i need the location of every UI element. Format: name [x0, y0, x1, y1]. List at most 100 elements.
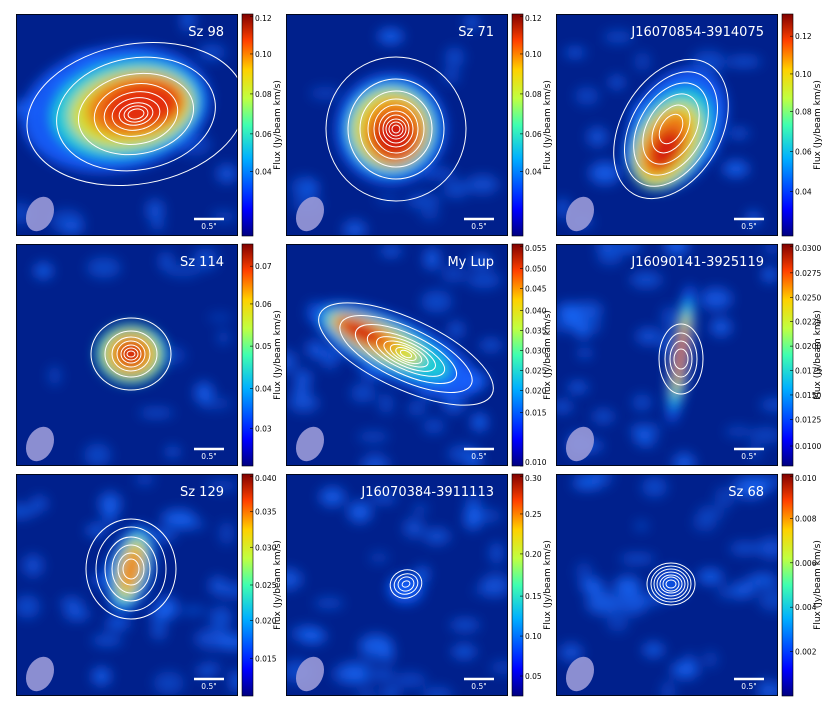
colorbar-tick-label: 0.04: [795, 188, 812, 197]
continuum-contours: [658, 323, 704, 395]
map-panel: 0.5" My Lup 0.055 0.050 0.045 0.040 0.035 0.030…: [286, 243, 557, 467]
colorbar-tick-label: 0.12: [795, 32, 812, 41]
line-emission: [106, 525, 156, 613]
colorbar-tick-label: 0.025: [525, 367, 547, 376]
colorbar-tick-label: 0.004: [795, 603, 817, 612]
colorbar-tick-label: 0.06: [255, 300, 272, 309]
colorbar-tick-label: 0.030: [255, 543, 277, 552]
colorbar-tick-label: 0.05: [525, 672, 542, 681]
continuum-contours: [26, 41, 238, 187]
colorbar-tick-label: 0.06: [255, 130, 272, 139]
colorbar-label: Flux (Jy/beam km/s): [273, 540, 283, 630]
beam-ellipse: [25, 196, 55, 232]
colorbar-tick-label: 0.03: [255, 424, 272, 433]
colorbar-tick-label: 0.040: [525, 307, 547, 316]
colorbar: [781, 243, 794, 467]
colorbar: [511, 243, 524, 467]
colorbar-label: Flux (Jy/beam km/s): [813, 310, 823, 400]
colorbar-tick-label: 0.08: [795, 108, 812, 117]
colorbar-tick-label: 0.0275: [795, 269, 821, 278]
colorbar: [511, 13, 524, 237]
colorbar: [781, 13, 794, 237]
colorbar-tick-label: 0.06: [795, 148, 812, 157]
colorbar-tick-label: 0.10: [795, 70, 812, 79]
colorbar-tick-label: 0.0250: [795, 293, 821, 302]
continuum-contours: [646, 562, 696, 606]
map-figure: 0.5" J16070384-3911113 0.30 0.25 0.20 0.15 0.1…: [286, 473, 553, 697]
colorbar-label: Flux (Jy/beam km/s): [273, 80, 283, 170]
scale-bar-label: 0.5": [741, 452, 756, 461]
map-figure: 0.5" My Lup 0.055 0.050 0.045 0.040 0.035 0.030…: [286, 243, 553, 467]
colorbar-tick-label: 0.07: [255, 262, 272, 271]
colorbar-tick-label: 0.15: [525, 592, 542, 601]
panel-title: My Lup: [447, 255, 494, 270]
colorbar-tick-label: 0.0300: [795, 244, 821, 253]
colorbar-tick-label: 0.008: [795, 514, 817, 523]
beam-ellipse: [25, 426, 55, 462]
colorbar-tick-label: 0.0225: [795, 318, 821, 327]
colorbar: [781, 473, 794, 697]
colorbar-tick-label: 0.010: [525, 458, 547, 467]
beam-ellipse: [565, 196, 595, 232]
colorbar-tick-label: 0.08: [255, 90, 272, 99]
beam-ellipse: [295, 426, 325, 462]
scale-bar-label: 0.5": [201, 682, 216, 691]
map-panel: 0.5" J16090141-3925119 0.0300 0.0275 0.0250 0…: [556, 243, 827, 467]
colorbar-tick-label: 0.015: [255, 654, 277, 663]
scale-bar-label: 0.5": [471, 452, 486, 461]
map-figure: 0.5" J16090141-3925119 0.0300 0.0275 0.0250 0…: [556, 243, 823, 467]
scale-bar-label: 0.5": [741, 682, 756, 691]
scale-bar-label: 0.5": [201, 222, 216, 231]
scale-bar-label: 0.5": [741, 222, 756, 231]
colorbar-tick-label: 0.08: [525, 90, 542, 99]
panel-title: J16070384-3911113: [360, 485, 494, 500]
map-panel: 0.5" Sz 98 0.12 0.10 0.08 0.06 0.04 Flux (Jy/be…: [16, 13, 287, 237]
colorbar-tick-label: 0.12: [525, 14, 542, 23]
colorbar-tick-label: 0.05: [255, 342, 272, 351]
colorbar-tick-label: 0.0175: [795, 367, 821, 376]
map-panel: 0.5" Sz 71 0.12 0.10 0.08 0.06 0.04 Flux (Jy/be…: [286, 13, 557, 237]
noise-speckles: [16, 474, 238, 695]
colorbar-tick-label: 0.015: [525, 409, 547, 418]
map-figure: 0.5" Sz 129 0.040 0.035 0.030 0.025 0.020 0.015…: [16, 473, 283, 697]
colorbar-label: Flux (Jy/beam km/s): [273, 310, 283, 400]
line-emission: [655, 568, 687, 600]
colorbar-tick-label: 0.04: [525, 168, 542, 177]
colorbar-tick-label: 0.0150: [795, 391, 821, 400]
colorbar-label: Flux (Jy/beam km/s): [543, 80, 553, 170]
colorbar-label: Flux (Jy/beam km/s): [543, 310, 553, 400]
line-emission: [96, 324, 166, 384]
colorbar-label: Flux (Jy/beam km/s): [813, 540, 823, 630]
panel-title: Sz 129: [180, 485, 224, 500]
continuum-contours: [613, 58, 729, 200]
beam-ellipse: [565, 656, 595, 692]
line-emission: [21, 45, 211, 173]
colorbar-tick-label: 0.006: [795, 559, 817, 568]
beam-ellipse: [25, 656, 55, 692]
panel-title: Sz 68: [728, 485, 764, 500]
colorbar-tick-label: 0.25: [525, 510, 542, 519]
colorbar: [241, 13, 254, 237]
colorbar-tick-label: 0.0100: [795, 442, 821, 451]
colorbar-tick-label: 0.30: [525, 474, 542, 483]
panel-title: Sz 71: [458, 25, 494, 40]
colorbar-tick-label: 0.10: [525, 50, 542, 59]
scale-bar-label: 0.5": [471, 682, 486, 691]
colorbar-tick-label: 0.10: [525, 632, 542, 641]
colorbar-tick-label: 0.06: [525, 130, 542, 139]
colorbar-tick-label: 0.050: [525, 264, 547, 273]
colorbar-tick-label: 0.04: [255, 384, 272, 393]
beam-ellipse: [295, 656, 325, 692]
panel-title: Sz 98: [188, 25, 224, 40]
line-emission: [388, 574, 424, 604]
colorbar-tick-label: 0.055: [525, 244, 547, 253]
panel-title: J16070854-3914075: [630, 25, 764, 40]
colorbar-tick-label: 0.045: [525, 284, 547, 293]
beam-ellipse: [295, 196, 325, 232]
colorbar-tick-label: 0.04: [255, 168, 272, 177]
panel-title: Sz 114: [180, 255, 224, 270]
colorbar-tick-label: 0.035: [255, 508, 277, 517]
colorbar-label: Flux (Jy/beam km/s): [543, 540, 553, 630]
